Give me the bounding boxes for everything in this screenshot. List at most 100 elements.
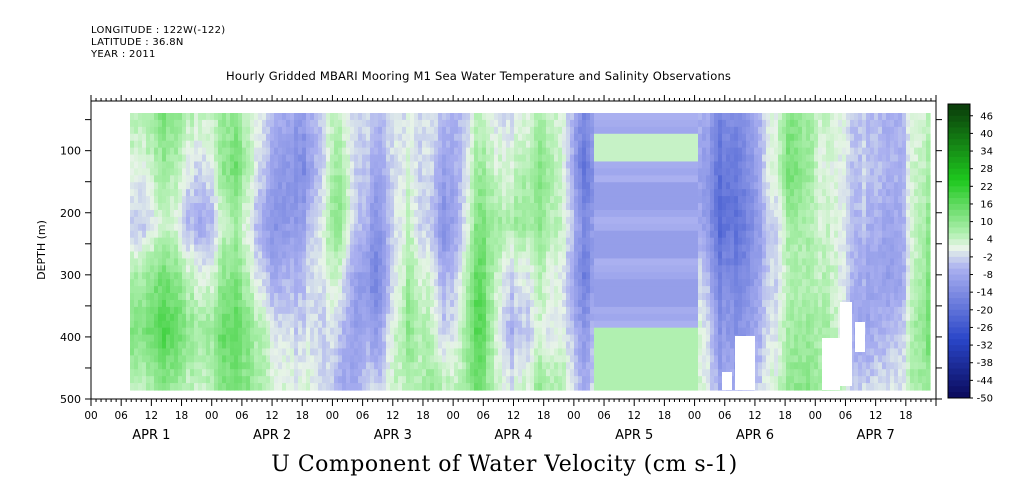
heatmap-cell <box>302 216 307 225</box>
heatmap-cell <box>162 251 167 260</box>
heatmap-cell <box>194 182 199 190</box>
heatmap-cell <box>518 286 523 294</box>
heatmap-cell <box>170 376 175 384</box>
heatmap-cell <box>162 362 167 370</box>
heatmap-cell <box>326 182 331 190</box>
heatmap-cell <box>470 203 475 211</box>
heatmap-cell <box>446 168 451 176</box>
heatmap-cell <box>266 244 271 253</box>
heatmap-cell <box>142 341 147 350</box>
heatmap-cell <box>566 196 571 204</box>
heatmap-cell <box>134 119 139 128</box>
heatmap-cell <box>482 306 487 315</box>
heatmap-cell <box>494 272 499 280</box>
heatmap-cell <box>438 209 443 218</box>
heatmap-cell <box>254 299 259 308</box>
heatmap-cell <box>562 279 567 287</box>
heatmap-cell <box>306 223 311 232</box>
heatmap-cell <box>430 348 435 356</box>
heatmap-cell <box>518 313 523 322</box>
heatmap-cell <box>254 348 259 356</box>
heatmap-cell <box>370 251 375 260</box>
heatmap-cell <box>410 113 415 121</box>
heatmap-cell <box>382 313 387 322</box>
heatmap-cell <box>314 113 319 121</box>
heatmap-cell <box>542 209 547 218</box>
heatmap-cell <box>486 313 491 322</box>
heatmap-cell <box>366 299 371 308</box>
heatmap-cell <box>294 306 299 315</box>
heatmap-cell <box>626 327 631 336</box>
heatmap-cell <box>350 362 355 370</box>
heatmap-cell <box>254 383 259 391</box>
heatmap-cell <box>562 369 567 377</box>
heatmap-cell <box>146 348 151 356</box>
heatmap-cell <box>406 244 411 253</box>
heatmap-cell <box>190 265 195 273</box>
heatmap-cell <box>466 175 471 183</box>
heatmap-cell <box>130 327 135 336</box>
heatmap-cell <box>570 237 575 246</box>
heatmap-cell <box>438 119 443 128</box>
heatmap-cell <box>566 313 571 322</box>
heatmap-cell <box>466 203 471 211</box>
heatmap-cell <box>454 376 459 384</box>
heatmap-cell <box>506 265 511 273</box>
heatmap-cell <box>354 376 359 384</box>
heatmap-cell <box>190 223 195 232</box>
heatmap-cell <box>342 369 347 377</box>
heatmap-cell <box>302 376 307 384</box>
heatmap-cell <box>558 237 563 246</box>
heatmap-cell <box>610 140 615 149</box>
heatmap-cell <box>402 251 407 260</box>
heatmap-cell <box>546 209 551 218</box>
heatmap-cell <box>454 286 459 294</box>
heatmap-cell <box>458 265 463 273</box>
heatmap-cell <box>202 320 207 329</box>
heatmap-cell <box>522 203 527 211</box>
heatmap-cell <box>402 113 407 121</box>
heatmap-cell <box>422 313 427 322</box>
heatmap-cell <box>270 216 275 225</box>
heatmap-cell <box>250 237 255 246</box>
heatmap-cell <box>258 189 263 197</box>
heatmap-cell <box>230 258 235 266</box>
heatmap-cell <box>554 341 559 350</box>
heatmap-cell <box>162 140 167 149</box>
heatmap-cell <box>230 209 235 218</box>
heatmap-cell <box>342 376 347 384</box>
heatmap-cell <box>210 223 215 232</box>
heatmap-cell <box>270 251 275 260</box>
heatmap-cell <box>602 154 607 163</box>
heatmap-cell <box>198 140 203 149</box>
heatmap-cell <box>138 258 143 266</box>
heatmap-cell <box>202 223 207 232</box>
heatmap-cell <box>206 189 211 197</box>
heatmap-cell <box>342 383 347 391</box>
heatmap-cell <box>398 168 403 176</box>
heatmap-cell <box>294 334 299 343</box>
heatmap-cell <box>198 230 203 239</box>
heatmap-cell <box>594 161 599 169</box>
heatmap-cell <box>202 119 207 128</box>
heatmap-cell <box>334 369 339 377</box>
heatmap-cell <box>506 376 511 384</box>
heatmap-cell <box>194 189 199 197</box>
heatmap-cell <box>550 348 555 356</box>
heatmap-cell <box>338 369 343 377</box>
heatmap-cell <box>626 334 631 343</box>
heatmap-cell <box>210 133 215 142</box>
heatmap-cell <box>302 299 307 308</box>
heatmap-cell <box>522 168 527 176</box>
heatmap-cell <box>382 175 387 183</box>
heatmap-cell <box>214 383 219 391</box>
heatmap-cell <box>370 376 375 384</box>
heatmap-cell <box>502 175 507 183</box>
heatmap-cell <box>138 126 143 135</box>
heatmap-cell <box>398 293 403 301</box>
heatmap-cell <box>338 175 343 183</box>
heatmap-cell <box>494 175 499 183</box>
heatmap-cell <box>394 251 399 260</box>
heatmap-cell <box>546 203 551 211</box>
heatmap-cell <box>574 216 579 225</box>
